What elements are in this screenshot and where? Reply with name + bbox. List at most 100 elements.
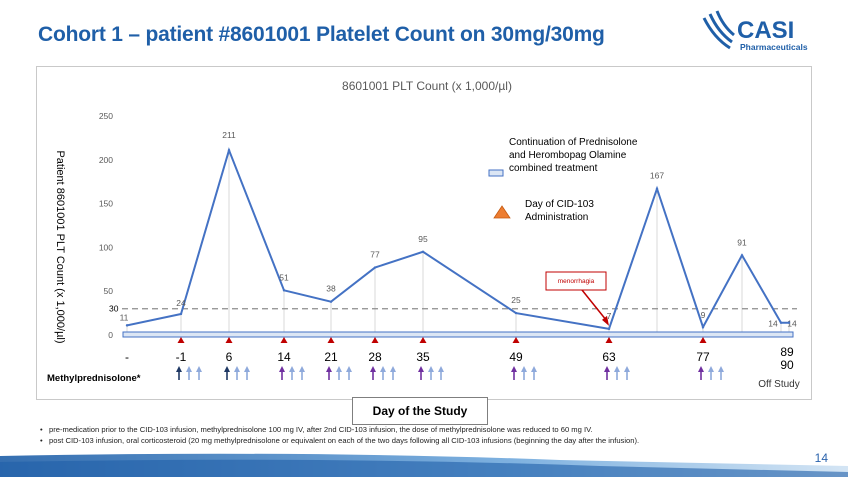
methylprednisolone-arrowhead-icon xyxy=(234,366,240,372)
data-point-label: 11 xyxy=(120,312,129,322)
cid103-triangle-marker xyxy=(419,337,427,343)
methylprednisolone-arrowhead-icon xyxy=(244,366,250,372)
legend-triangle-icon xyxy=(493,205,511,219)
data-point-label: 14 xyxy=(787,319,797,329)
data-point-label: 95 xyxy=(418,234,428,244)
methylprednisolone-arrowhead-icon xyxy=(718,366,724,372)
cid103-triangle-marker xyxy=(699,337,707,343)
methylprednisolone-arrowhead-icon xyxy=(531,366,537,372)
data-point xyxy=(179,312,183,316)
y-tick-label: 50 xyxy=(104,286,114,296)
menorrhagia-label: menorrhagia xyxy=(558,278,595,285)
methylprednisolone-arrowhead-icon xyxy=(326,366,332,372)
y-tick-label: 150 xyxy=(99,199,113,209)
methylprednisolone-label: Methylprednisolone* xyxy=(47,373,141,384)
x-tick-label: 28 xyxy=(368,350,382,364)
treatment-band-bar xyxy=(122,331,794,338)
menorrhagia-callout: menorrhagia xyxy=(545,271,609,326)
data-point-label: 38 xyxy=(326,284,336,294)
methylprednisolone-arrowhead-icon xyxy=(511,366,517,372)
page-number: 14 xyxy=(814,451,828,465)
footnotes: • pre-medication prior to the CID-103 in… xyxy=(40,424,830,446)
methylprednisolone-arrowhead-icon xyxy=(521,366,527,372)
y-axis-label: Patient 8601001 PLT Count (x 1,000/µl) xyxy=(54,150,66,343)
company-logo: CASI Pharmaceuticals xyxy=(702,10,808,52)
data-point xyxy=(373,266,377,269)
x-tick-label: 77 xyxy=(696,350,710,364)
y-tick-label: 0 xyxy=(108,330,113,340)
methylprednisolone-arrowhead-icon xyxy=(289,366,295,372)
logo-text: CASI xyxy=(737,17,794,44)
y-tick-label: 100 xyxy=(99,242,113,252)
data-point-label: 77 xyxy=(370,250,380,260)
methylprednisolone-arrowhead-icon xyxy=(196,366,202,372)
x-tick-label: 14 xyxy=(277,350,291,364)
reference-line-label: 30 xyxy=(109,304,119,314)
methylprednisolone-arrowhead-icon xyxy=(299,366,305,372)
cid103-triangle-marker xyxy=(327,337,335,343)
x-tick-label: 49 xyxy=(509,350,523,364)
x-tick-label: - xyxy=(125,350,129,364)
data-point xyxy=(514,311,518,315)
data-point-label: 25 xyxy=(511,295,521,305)
cid103-triangle-marker xyxy=(512,337,520,343)
cid103-triangle-marker xyxy=(280,337,288,343)
logo-subtext: Pharmaceuticals xyxy=(740,42,808,52)
methylprednisolone-arrowhead-icon xyxy=(346,366,352,372)
data-point xyxy=(701,325,705,329)
data-point xyxy=(421,250,425,253)
methylprednisolone-arrowhead-icon xyxy=(698,366,704,372)
x-tick-label: 21 xyxy=(324,350,338,364)
off-study-label: Off Study xyxy=(758,379,800,390)
methylprednisolone-arrowhead-icon xyxy=(279,366,285,372)
data-point-label: 167 xyxy=(650,171,664,181)
y-tick-label: 250 xyxy=(99,111,113,121)
chart-panel: 8601001 PLT Count (x 1,000/µl) Patient 8… xyxy=(36,66,812,400)
methylprednisolone-arrowhead-icon xyxy=(418,366,424,372)
methylprednisolone-arrowhead-icon xyxy=(390,366,396,372)
footnote-1: • pre-medication prior to the CID-103 in… xyxy=(40,425,593,434)
series-line xyxy=(126,147,789,330)
methylprednisolone-arrowhead-icon xyxy=(624,366,630,372)
methylprednisolone-arrowhead-icon xyxy=(224,366,230,372)
methylprednisolone-arrowhead-icon xyxy=(438,366,444,372)
x-tick-label: -1 xyxy=(176,350,187,364)
data-point xyxy=(779,321,783,324)
methylprednisolone-arrowhead-icon xyxy=(336,366,342,372)
footnote-2: • post CID-103 infusion, oral corticoste… xyxy=(40,436,640,445)
methylprednisolone-arrowhead-icon xyxy=(380,366,386,372)
x-tick-label: 90 xyxy=(780,358,794,372)
methylprednisolone-arrowhead-icon xyxy=(370,366,376,372)
methylprednisolone-arrowhead-icon xyxy=(708,366,714,372)
data-point xyxy=(227,148,231,152)
x-tick-label: 35 xyxy=(416,350,430,364)
methylprednisolone-arrowhead-icon xyxy=(604,366,610,372)
data-point xyxy=(787,321,791,324)
legend: Continuation of Prednisolone and Herombo… xyxy=(488,137,638,223)
chart-title: 8601001 PLT Count (x 1,000/µl) xyxy=(342,79,512,93)
x-tick-label: 63 xyxy=(602,350,616,364)
platelet-line-chart: 8601001 PLT Count (x 1,000/µl) Patient 8… xyxy=(47,79,800,390)
slide-title: Cohort 1 – patient #8601001 Platelet Cou… xyxy=(38,23,605,46)
legend-triangle-label: Day of CID-103 Administration xyxy=(525,199,594,223)
methylprednisolone-arrowhead-icon xyxy=(176,366,182,372)
legend-band-label: Continuation of Prednisolone and Herombo… xyxy=(509,137,638,174)
footer-decoration xyxy=(0,453,848,477)
x-tick-label: 6 xyxy=(226,350,233,364)
cid103-triangle-marker xyxy=(371,337,379,343)
data-point xyxy=(607,327,611,331)
x-axis-label: Day of the Study xyxy=(352,397,488,425)
methylprednisolone-arrowhead-icon xyxy=(614,366,620,372)
methylprednisolone-arrowhead-icon xyxy=(186,366,192,372)
data-point xyxy=(329,300,333,303)
data-point-label: 51 xyxy=(279,272,289,282)
legend-band-swatch xyxy=(488,169,504,177)
data-point-label: 24 xyxy=(176,298,186,308)
cid103-triangle-marker xyxy=(605,337,613,343)
y-tick-label: 200 xyxy=(99,155,113,165)
data-point xyxy=(282,289,286,292)
data-point xyxy=(740,254,744,257)
methylprednisolone-arrowhead-icon xyxy=(428,366,434,372)
logo-mark-icon xyxy=(702,10,735,50)
x-tick-label: 89 xyxy=(780,345,794,359)
